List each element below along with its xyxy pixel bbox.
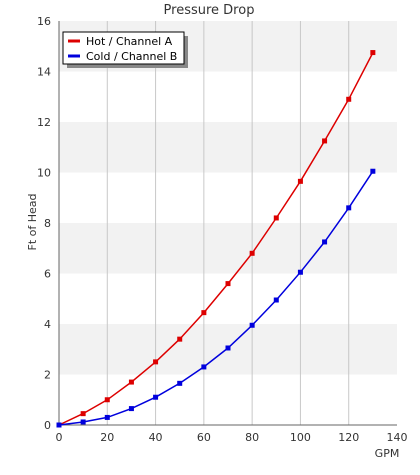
series-line xyxy=(58,170,374,426)
data-point xyxy=(346,205,352,211)
legend-label-cold: Cold / Channel B xyxy=(86,50,177,63)
x-tick-label: 60 xyxy=(197,431,211,444)
chart-title: Pressure Drop xyxy=(164,3,255,18)
data-point xyxy=(322,239,328,245)
data-point xyxy=(104,414,110,420)
data-point xyxy=(370,168,376,174)
x-axis-label: GPM xyxy=(375,447,400,460)
data-point xyxy=(153,359,159,365)
data-point xyxy=(273,215,279,221)
y-tick-label: 8 xyxy=(44,217,51,230)
data-point xyxy=(201,364,207,370)
data-point xyxy=(80,419,86,425)
legend-label-hot: Hot / Channel A xyxy=(86,35,173,48)
data-point xyxy=(370,50,376,56)
data-point xyxy=(225,281,231,287)
y-axis-tick-labels: 0 2 4 6 8 10 12 14 16 xyxy=(37,15,51,432)
y-tick-label: 16 xyxy=(37,15,51,28)
y-tick-label: 12 xyxy=(37,116,51,129)
y-tick-label: 0 xyxy=(44,419,51,432)
y-tick-label: 4 xyxy=(44,318,51,331)
series-line xyxy=(58,52,374,426)
data-point xyxy=(249,250,255,256)
data-point xyxy=(177,380,183,386)
data-point xyxy=(177,336,183,342)
legend: Hot / Channel A Cold / Channel B xyxy=(62,31,188,68)
x-tick-label: 100 xyxy=(290,431,311,444)
x-axis-tick-labels: 0 20 40 60 80 100 120 140 xyxy=(56,431,408,444)
data-point xyxy=(153,394,159,400)
data-point xyxy=(128,379,134,385)
background-bands xyxy=(59,21,397,425)
y-tick-label: 10 xyxy=(37,167,51,180)
data-point xyxy=(104,397,110,403)
data-point xyxy=(225,345,231,351)
y-tick-label: 2 xyxy=(44,369,51,382)
data-point xyxy=(80,411,86,417)
y-axis-label: Ft of Head xyxy=(26,194,39,251)
x-tick-label: 80 xyxy=(245,431,259,444)
data-point xyxy=(346,96,352,102)
x-tick-label: 140 xyxy=(387,431,408,444)
x-tick-label: 120 xyxy=(338,431,359,444)
x-tick-label: 40 xyxy=(149,431,163,444)
data-point xyxy=(201,310,207,316)
data-point xyxy=(273,297,279,303)
grid-band xyxy=(59,122,397,173)
data-point xyxy=(128,406,134,412)
y-tick-label: 14 xyxy=(37,66,51,79)
axes xyxy=(58,21,397,426)
series-cold xyxy=(56,168,376,428)
data-point xyxy=(297,178,303,184)
legend-box xyxy=(62,31,185,65)
data-point xyxy=(56,422,62,428)
vertical-gridlines xyxy=(106,21,350,425)
grid-band xyxy=(59,223,397,274)
x-tick-label: 0 xyxy=(56,431,63,444)
y-tick-label: 6 xyxy=(44,268,51,281)
data-point xyxy=(297,269,303,275)
series-layer xyxy=(56,50,376,428)
x-tick-label: 20 xyxy=(100,431,114,444)
data-point xyxy=(249,322,255,328)
data-point xyxy=(322,138,328,144)
